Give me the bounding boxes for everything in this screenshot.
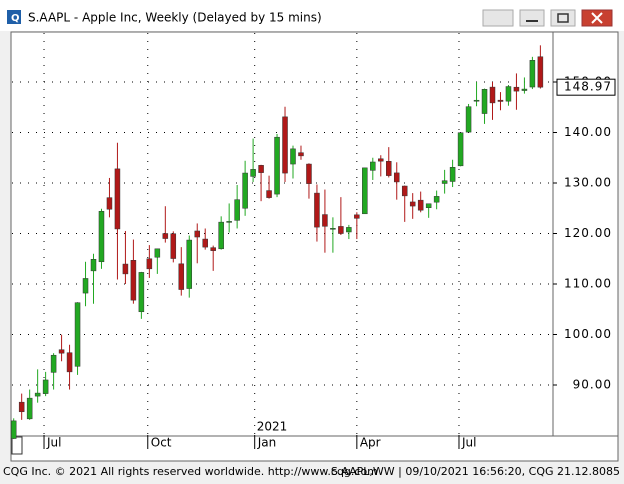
candle-body — [425, 203, 432, 208]
candle-body — [58, 349, 65, 354]
candle-body — [138, 272, 145, 313]
candle-body — [473, 99, 480, 102]
candle-body — [274, 136, 280, 195]
footer-left: CQG Inc. © 2021 All rights reserved worl… — [3, 465, 378, 478]
year-label: 2021 — [257, 420, 288, 434]
candle-body — [330, 228, 336, 230]
y-tick-label: 130.00 — [564, 175, 612, 189]
candle-body — [26, 397, 33, 420]
close-glyph — [591, 12, 603, 24]
candle-body — [354, 214, 360, 219]
scroll-handle[interactable] — [11, 436, 23, 455]
candle-body — [122, 263, 129, 275]
candle-body — [401, 185, 408, 197]
candle-body — [378, 158, 384, 162]
x-tick-label: Apr — [360, 436, 381, 450]
candle-body — [162, 233, 169, 239]
candle-body — [481, 89, 488, 114]
candle-body — [242, 172, 248, 209]
candle-body — [513, 86, 520, 92]
candle-body — [50, 354, 57, 373]
x-tick-label: Jul — [46, 436, 61, 450]
y-tick-label: 90.00 — [573, 378, 612, 392]
last-price-box — [556, 78, 616, 96]
y-tick-label: 100.00 — [564, 327, 612, 341]
app-icon — [7, 10, 21, 24]
app-icon-letter: Q — [11, 13, 20, 24]
minimize-button[interactable] — [519, 9, 545, 27]
candle-body — [290, 148, 296, 165]
maximize-button[interactable] — [550, 9, 576, 27]
candle-body — [346, 227, 352, 233]
link-button[interactable] — [482, 9, 514, 27]
candle-body — [465, 106, 472, 133]
candle-body — [250, 169, 256, 177]
last-price-label: 148.97 — [564, 80, 612, 94]
candle-body — [178, 263, 185, 290]
window-title: S.AAPL - Apple Inc, Weekly (Delayed by 1… — [28, 11, 322, 25]
maximize-glyph — [557, 13, 569, 23]
candle-body — [537, 56, 544, 88]
candle-body — [114, 168, 121, 230]
candle-body — [433, 196, 440, 203]
candle-body — [34, 392, 41, 397]
y-tick-label: 140.00 — [564, 125, 612, 139]
candle-body — [441, 180, 448, 184]
x-tick-label: Oct — [151, 436, 172, 450]
candle-body — [282, 116, 288, 174]
candle-body — [362, 167, 368, 215]
candle-body — [170, 233, 177, 259]
candle-body — [218, 221, 224, 250]
candle-body — [258, 165, 264, 173]
candle-body — [529, 60, 536, 88]
candle-body — [186, 239, 193, 289]
candle-body — [18, 401, 25, 413]
candle-body — [226, 221, 232, 223]
candle-body — [82, 278, 89, 294]
y-tick-label: 110.00 — [564, 276, 612, 290]
candle-body — [505, 86, 512, 102]
candle-body — [194, 230, 200, 238]
candle-body — [322, 214, 328, 227]
candle-body — [457, 132, 464, 167]
candle-body — [266, 190, 272, 198]
candle-body — [489, 86, 496, 104]
candle-body — [521, 88, 528, 91]
candle-body — [409, 201, 416, 207]
candle-body — [393, 172, 400, 183]
footer-right: S.AAPL,WW | 09/10/2021 16:56:20, CQG 21.… — [331, 465, 620, 478]
x-tick-label: Jan — [257, 436, 277, 450]
candle-body — [417, 199, 424, 211]
candle-body — [338, 226, 344, 234]
candle-body — [497, 99, 504, 102]
candle-body — [202, 238, 208, 248]
candle-body — [449, 167, 456, 182]
candle-body — [42, 379, 49, 394]
candle-body — [10, 420, 17, 439]
candle-body — [386, 161, 392, 176]
candle-body — [370, 161, 376, 171]
candle-body — [306, 163, 312, 184]
candle-body — [146, 258, 153, 270]
candle-body — [210, 247, 216, 251]
candle-body — [154, 248, 161, 258]
plot: 90.00100.00110.00120.00130.00140.00150.0… — [10, 33, 616, 450]
candle-body — [130, 260, 137, 301]
candle-body — [234, 199, 240, 221]
candle-body — [298, 152, 304, 157]
candle-body — [98, 211, 105, 263]
candle-body — [66, 352, 73, 373]
candle-body — [106, 197, 113, 210]
y-tick-label: 120.00 — [564, 226, 612, 240]
candle-body — [314, 192, 320, 228]
candle-body — [90, 259, 97, 272]
candle-body — [74, 302, 81, 367]
x-tick-label: Jul — [461, 436, 476, 450]
